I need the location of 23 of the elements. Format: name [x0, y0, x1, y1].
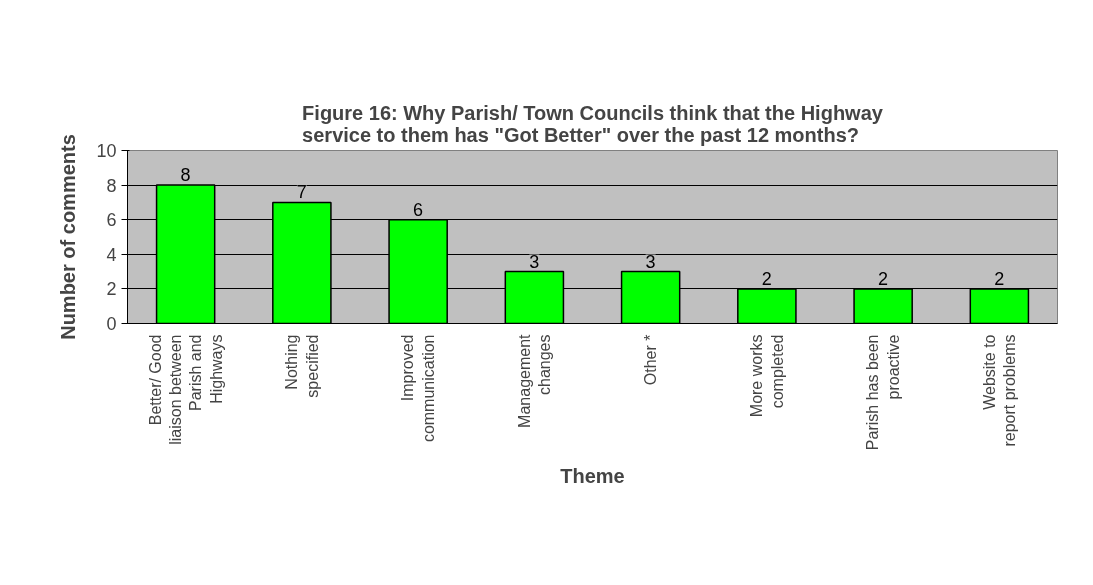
y-tick-label: 10	[96, 141, 117, 161]
data-label: 8	[180, 165, 191, 186]
x-tick-label: Other *	[642, 334, 660, 386]
x-tick-label: Better/ Good liaison between Parish and Highways	[146, 334, 225, 445]
y-tick-label: 2	[106, 279, 117, 300]
y-tick-label: 6	[106, 210, 117, 231]
data-label: 6	[413, 199, 424, 220]
x-tick-label: Nothing specified	[283, 334, 321, 398]
data-label: 2	[994, 268, 1005, 289]
x-tick-label: More works completed	[748, 334, 786, 418]
data-label: 2	[761, 268, 772, 289]
y-tick-label: 0	[106, 314, 117, 334]
y-tick-label: 8	[106, 175, 117, 196]
x-axis-title: Theme	[560, 465, 625, 488]
x-tick-label: Management changes	[515, 333, 554, 428]
chart-title: Figure 16: Why Parish/ Town Councils think that the Highway service to them has "Got Better" over the past 12 months?	[302, 101, 884, 146]
y-tick-label: 4	[106, 244, 117, 265]
data-label: 7	[296, 182, 307, 203]
data-label: 2	[878, 268, 889, 289]
data-label: 3	[645, 251, 656, 272]
data-label: 3	[529, 251, 540, 272]
x-tick-label: Parish has been proactive	[864, 334, 902, 451]
y-axis-title: Number of comments	[57, 134, 80, 340]
